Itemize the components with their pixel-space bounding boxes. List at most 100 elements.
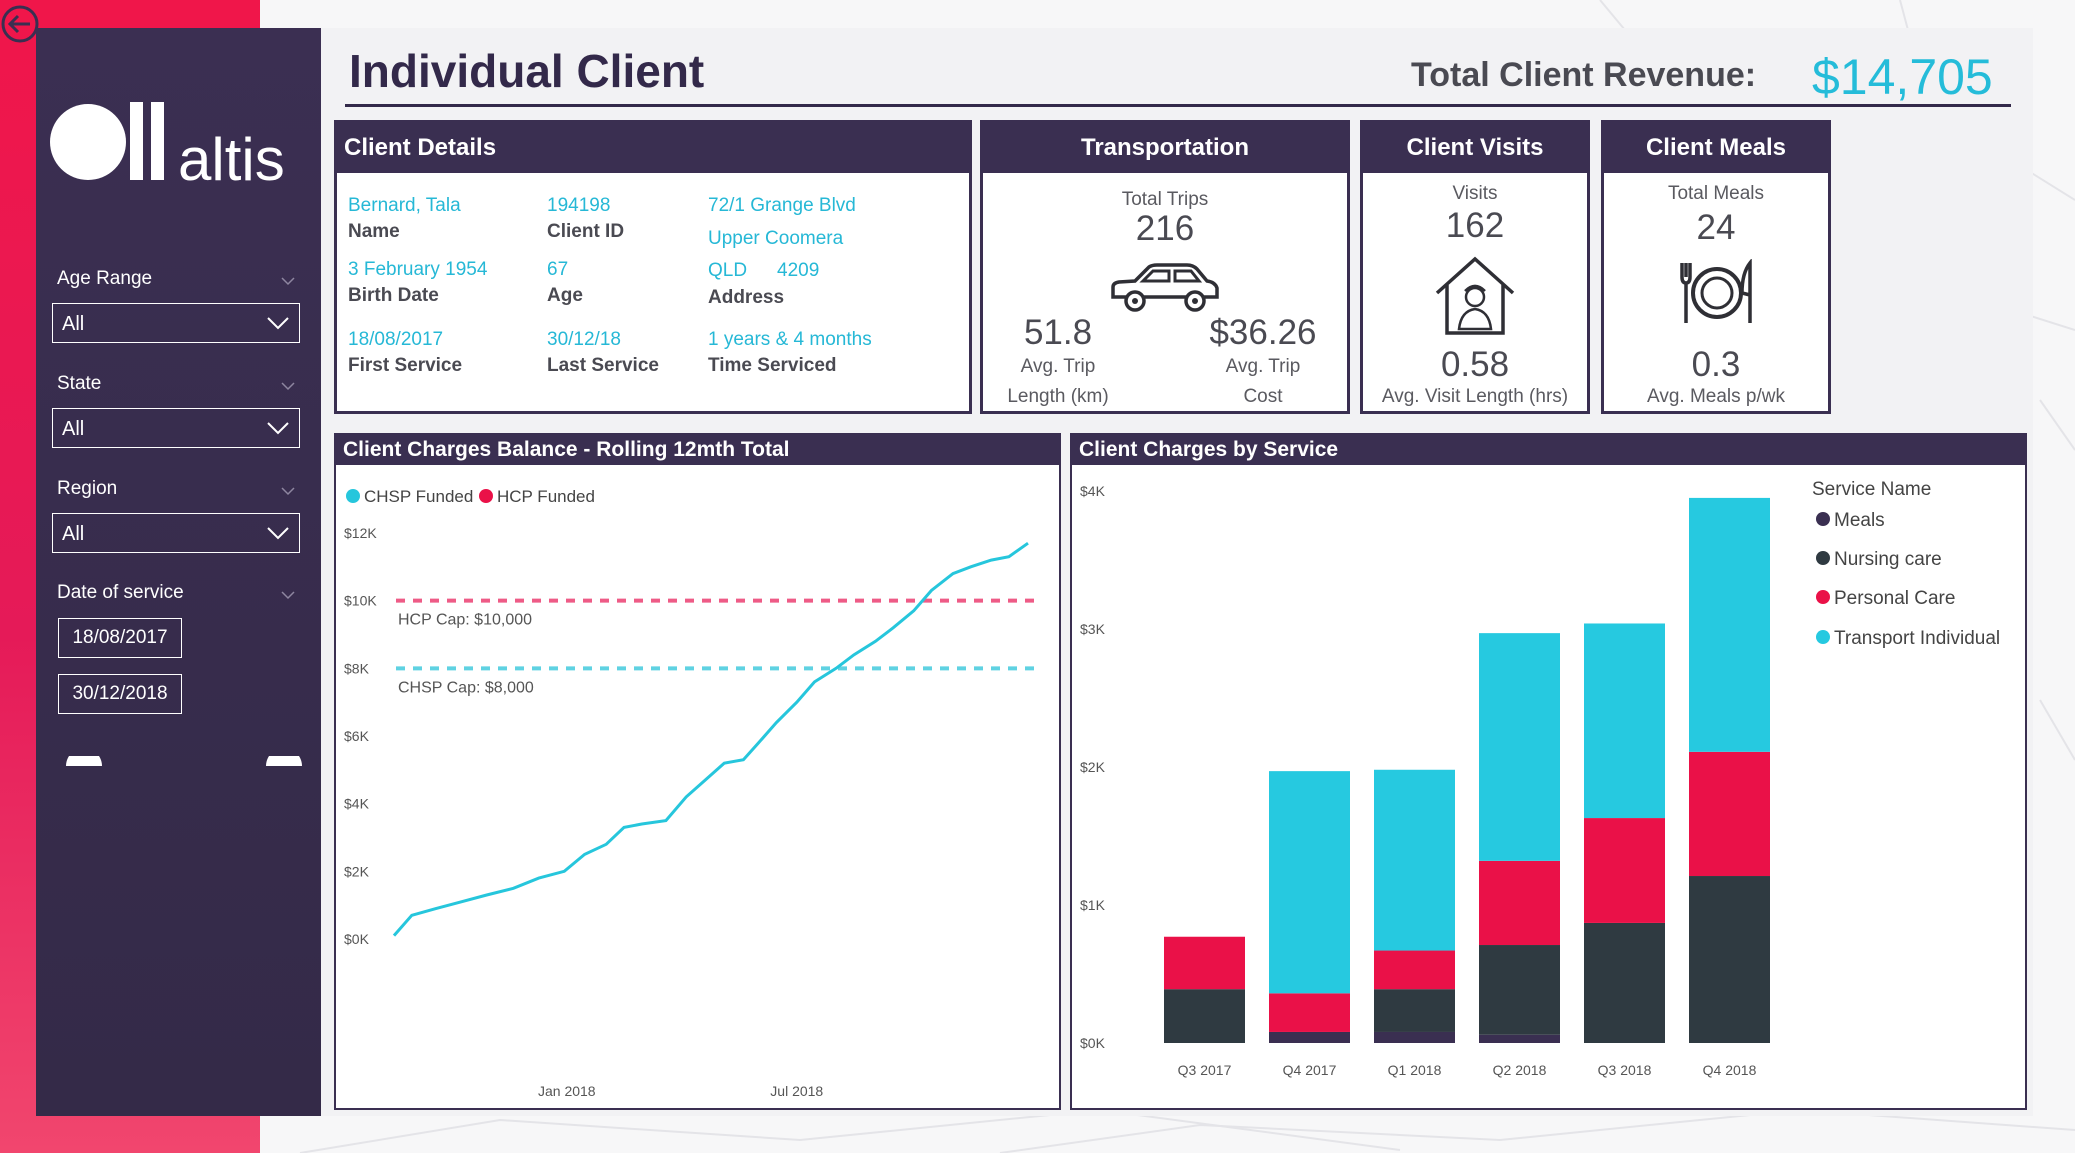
bar-segment-personal-care[interactable] (1584, 818, 1665, 923)
bar-segment-nursing-care[interactable] (1479, 945, 1560, 1035)
y-tick-label: $0K (1080, 1035, 1106, 1051)
age-value: 67 (547, 259, 569, 280)
region-dropdown[interactable]: All (52, 513, 300, 553)
y-tick-label: $1K (1080, 897, 1106, 913)
first-service-label: First Service (348, 355, 463, 376)
client-name-value: Bernard, Tala (348, 195, 461, 216)
age-range-dropdown[interactable]: All (52, 303, 300, 343)
address-state: QLD (708, 260, 748, 281)
chevron-down-icon[interactable] (281, 276, 295, 286)
chevron-down-icon[interactable] (281, 381, 295, 391)
avg-visit-length-value: 0.58 (1440, 345, 1510, 384)
sidebar: altis Age Range All State All Region All… (36, 28, 321, 1116)
total-meals-value: 24 (1696, 208, 1736, 247)
legend-label-personal: Personal Care (1834, 588, 1955, 609)
y-tick-label: $2K (1080, 759, 1106, 775)
client-id-label: Client ID (547, 221, 625, 242)
client-details-card: Client Details Bernard, Tala Name 194198… (334, 120, 972, 414)
charges-by-service-card: Client Charges by Service $0K $1K $2K $3K $4… (1070, 433, 2027, 1110)
bar-segment-meals[interactable] (1479, 1034, 1560, 1043)
bar-segment-personal-care[interactable] (1479, 860, 1560, 946)
bar-segment-nursing-care[interactable] (1374, 989, 1455, 1032)
address-postcode: 4209 (777, 260, 820, 281)
bar-segment-nursing-care[interactable] (1164, 989, 1245, 1043)
legend-title: Service Name (1812, 479, 1931, 500)
slider-handle-end[interactable] (264, 756, 304, 766)
avg-meals-label: Avg. Meals p/wk (1647, 386, 1785, 407)
total-meals-label: Total Meals (1667, 183, 1765, 204)
address-line1: 72/1 Grange Blvd (708, 195, 856, 216)
bar-segment-personal-care[interactable] (1269, 993, 1350, 1032)
svg-text:altis: altis (178, 126, 285, 193)
date-from-input[interactable]: 18/08/2017 (58, 618, 182, 658)
bar-segment-transport-individual[interactable] (1479, 633, 1560, 861)
slider-handle-start[interactable] (64, 756, 104, 766)
y-tick-label: $4K (344, 796, 370, 812)
total-trips-value: 216 (1135, 209, 1195, 248)
charges-by-service-chart[interactable]: $0K $1K $2K $3K $4K Q3 2017 Q4 2017 Q1 2018 Q2 … (1072, 465, 2025, 1108)
state-label: State (57, 373, 102, 394)
legend-swatch-nursing (1816, 551, 1830, 565)
time-serviced-value: 1 years & 4 months (708, 329, 872, 350)
client-details-title: Client Details (337, 123, 969, 173)
transportation-title: Transportation (983, 123, 1347, 173)
legend-swatch-meals (1816, 512, 1830, 526)
client-name-label: Name (348, 221, 400, 242)
time-serviced-label: Time Serviced (708, 355, 837, 376)
address-line2: Upper Coomera (708, 228, 844, 249)
charges-by-service-title: Client Charges by Service (1072, 435, 2025, 465)
title-divider (345, 104, 2011, 107)
address-label: Address (708, 287, 785, 308)
legend-label-transport: Transport Individual (1834, 628, 2000, 649)
x-tick-label: Q1 2018 (1388, 1062, 1442, 1078)
back-arrow-icon[interactable] (0, 4, 40, 44)
y-tick-label: $0K (344, 931, 370, 947)
last-service-label: Last Service (547, 355, 659, 376)
bar-segment-transport-individual[interactable] (1584, 623, 1665, 819)
y-tick-label: $10K (344, 593, 377, 609)
chevron-down-icon[interactable] (281, 486, 295, 496)
bar-segment-nursing-care[interactable] (1689, 876, 1770, 1043)
state-value: All (62, 418, 85, 440)
bar-segment-personal-care[interactable] (1689, 751, 1770, 877)
bar-segment-personal-care[interactable] (1374, 950, 1455, 990)
charges-balance-card: Client Charges Balance - Rolling 12mth T… (334, 433, 1061, 1110)
page-title: Individual Client (349, 45, 705, 97)
x-tick-label: Q4 2018 (1703, 1062, 1757, 1078)
x-tick-label: Q2 2018 (1493, 1062, 1547, 1078)
y-tick-label: $6K (344, 728, 370, 744)
legend-label-chsp: CHSP Funded (364, 487, 473, 506)
altis-logo: altis (50, 102, 285, 193)
avg-trip-length-value: 51.8 (1023, 313, 1093, 352)
first-service-value: 18/08/2017 (348, 329, 444, 350)
chsp-funded-series[interactable] (392, 541, 1029, 937)
birth-date-label: Birth Date (348, 285, 439, 306)
client-meals-card: Client Meals Total Meals 24 0.3 Avg. Mea… (1601, 120, 1831, 414)
legend-label-meals: Meals (1834, 510, 1885, 531)
bar-segment-transport-individual[interactable] (1689, 497, 1770, 752)
car-icon (1111, 263, 1219, 312)
bar-segment-meals[interactable] (1374, 1031, 1455, 1043)
bar-segment-meals[interactable] (1269, 1031, 1350, 1043)
legend-swatch-chsp (346, 489, 360, 503)
region-value: All (62, 523, 85, 545)
date-to-input[interactable]: 30/12/2018 (58, 674, 182, 714)
chevron-down-icon (267, 527, 289, 540)
line-legend: CHSP Funded HCP Funded (346, 487, 595, 506)
transportation-card: Transportation Total Trips 216 51.8 Avg.… (980, 120, 1350, 414)
charges-balance-chart[interactable]: CHSP Funded HCP Funded $0K $2K $4K $6K $8K $1… (336, 465, 1059, 1108)
bar-segment-personal-care[interactable] (1164, 936, 1245, 990)
revenue-label: Total Client Revenue: (1411, 56, 1757, 94)
avg-trip-length-label1: Avg. Trip (1020, 356, 1096, 377)
client-visits-card: Client Visits Visits 162 0.58 Avg. Visit… (1360, 120, 1590, 414)
bar-segment-nursing-care[interactable] (1584, 922, 1665, 1043)
bar-segment-transport-individual[interactable] (1374, 769, 1455, 951)
bar-segment-transport-individual[interactable] (1269, 771, 1350, 994)
avg-meals-value: 0.3 (1691, 345, 1741, 384)
last-service-value: 30/12/18 (547, 329, 621, 350)
avg-trip-cost-value: $36.26 (1209, 313, 1317, 352)
chevron-down-icon[interactable] (281, 590, 295, 600)
total-trips-label: Total Trips (1121, 189, 1209, 210)
state-dropdown[interactable]: All (52, 408, 300, 448)
bar-legend: Service Name Meals Nursing care Personal… (1812, 479, 2000, 649)
